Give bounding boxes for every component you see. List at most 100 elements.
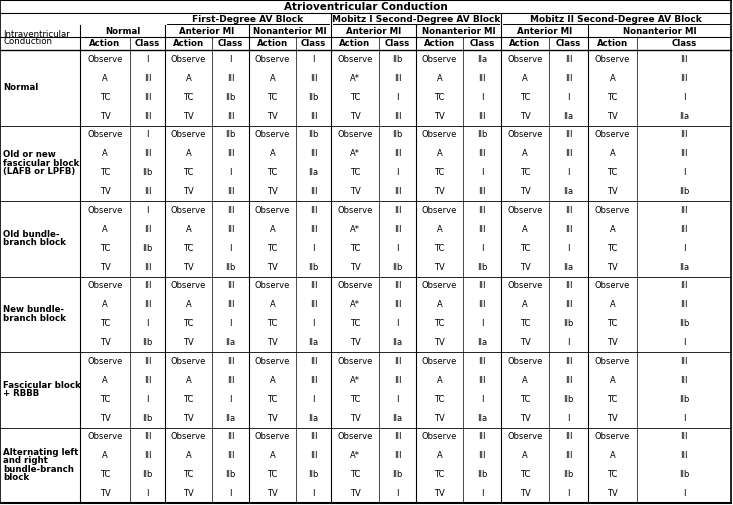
Text: I: I — [229, 395, 232, 403]
Text: TV: TV — [183, 489, 194, 498]
Text: Mobitz I Second-Degree AV Block: Mobitz I Second-Degree AV Block — [332, 15, 500, 24]
Text: A: A — [610, 300, 616, 309]
Text: III: III — [564, 376, 572, 385]
Text: Normal: Normal — [3, 83, 38, 92]
Text: III: III — [144, 376, 151, 385]
Text: block: block — [3, 473, 29, 482]
Text: TC: TC — [435, 470, 445, 479]
Text: Observe: Observe — [171, 55, 206, 64]
Text: III: III — [310, 206, 317, 215]
Text: III: III — [394, 281, 401, 290]
Text: I: I — [397, 489, 399, 498]
Text: IIb: IIb — [476, 130, 487, 139]
Text: Action: Action — [509, 39, 540, 48]
Text: I: I — [567, 414, 570, 423]
Text: TV: TV — [183, 414, 194, 423]
Text: A*: A* — [350, 376, 360, 385]
Text: TC: TC — [608, 93, 618, 102]
Text: A: A — [185, 451, 191, 461]
Text: Observe: Observe — [421, 55, 457, 64]
Text: Observe: Observe — [507, 357, 542, 366]
Text: III: III — [394, 112, 401, 121]
Text: Observe: Observe — [255, 281, 290, 290]
Text: TC: TC — [350, 244, 360, 252]
Text: Observe: Observe — [87, 206, 122, 215]
Text: I: I — [397, 319, 399, 328]
Text: Observe: Observe — [255, 130, 290, 139]
Text: Action: Action — [257, 39, 288, 48]
Text: III: III — [144, 432, 151, 441]
Text: I: I — [567, 489, 570, 498]
Text: TV: TV — [100, 112, 111, 121]
Text: III: III — [394, 225, 401, 234]
Text: Observe: Observe — [594, 206, 630, 215]
Text: TV: TV — [607, 338, 618, 347]
Text: Conduction: Conduction — [3, 37, 52, 46]
Text: TC: TC — [350, 470, 360, 479]
Text: branch block: branch block — [3, 238, 66, 247]
Text: TV: TV — [434, 489, 445, 498]
Text: TV: TV — [100, 489, 111, 498]
Text: TC: TC — [435, 395, 445, 403]
Text: Observe: Observe — [421, 281, 457, 290]
Text: Action: Action — [424, 39, 455, 48]
Text: TC: TC — [520, 395, 530, 403]
Text: A: A — [185, 376, 191, 385]
Text: I: I — [682, 244, 685, 252]
Text: III: III — [226, 432, 235, 441]
Text: TC: TC — [520, 470, 530, 479]
Text: III: III — [680, 225, 688, 234]
Text: III: III — [478, 451, 486, 461]
Text: I: I — [229, 168, 232, 177]
Text: I: I — [481, 93, 483, 102]
Text: TV: TV — [183, 112, 194, 121]
Text: TC: TC — [100, 168, 110, 177]
Text: IIa: IIa — [309, 338, 319, 347]
Text: III: III — [478, 149, 486, 158]
Text: TC: TC — [100, 395, 110, 403]
Text: III: III — [310, 451, 317, 461]
Text: fascicular block: fascicular block — [3, 159, 79, 168]
Text: TV: TV — [607, 489, 618, 498]
Text: TC: TC — [435, 319, 445, 328]
Text: A: A — [270, 376, 276, 385]
Text: Observe: Observe — [87, 432, 122, 441]
Text: TV: TV — [100, 338, 111, 347]
Text: IIb: IIb — [309, 130, 319, 139]
Text: I: I — [481, 319, 483, 328]
Text: I: I — [147, 55, 149, 64]
Text: TV: TV — [350, 338, 361, 347]
Text: III: III — [564, 74, 572, 83]
Text: I: I — [481, 244, 483, 252]
Text: TC: TC — [268, 93, 278, 102]
Text: III: III — [478, 357, 486, 366]
Text: + RBBB: + RBBB — [3, 389, 40, 398]
Text: IIb: IIb — [476, 263, 487, 272]
Text: Observe: Observe — [594, 357, 630, 366]
Text: TC: TC — [350, 168, 360, 177]
Text: Observe: Observe — [337, 432, 372, 441]
Text: III: III — [680, 130, 688, 139]
Text: Observe: Observe — [171, 206, 206, 215]
Text: III: III — [680, 376, 688, 385]
Text: TV: TV — [520, 489, 531, 498]
Text: Nonanterior MI: Nonanterior MI — [421, 26, 496, 35]
Text: IIa: IIa — [309, 168, 319, 177]
Text: III: III — [310, 281, 317, 290]
Text: III: III — [394, 432, 401, 441]
Text: Observe: Observe — [171, 432, 206, 441]
Text: Observe: Observe — [171, 357, 206, 366]
Text: III: III — [564, 432, 572, 441]
Text: IIb: IIb — [225, 130, 236, 139]
Text: TC: TC — [435, 168, 445, 177]
Text: IIa: IIa — [392, 414, 402, 423]
Text: I: I — [147, 489, 149, 498]
Text: A: A — [102, 376, 108, 385]
Text: TC: TC — [268, 470, 278, 479]
Text: TV: TV — [267, 112, 278, 121]
Text: IIb: IIb — [679, 319, 689, 328]
Text: Anterior MI: Anterior MI — [517, 26, 572, 35]
Text: I: I — [567, 168, 570, 177]
Text: IIb: IIb — [392, 263, 402, 272]
Text: TC: TC — [183, 470, 194, 479]
